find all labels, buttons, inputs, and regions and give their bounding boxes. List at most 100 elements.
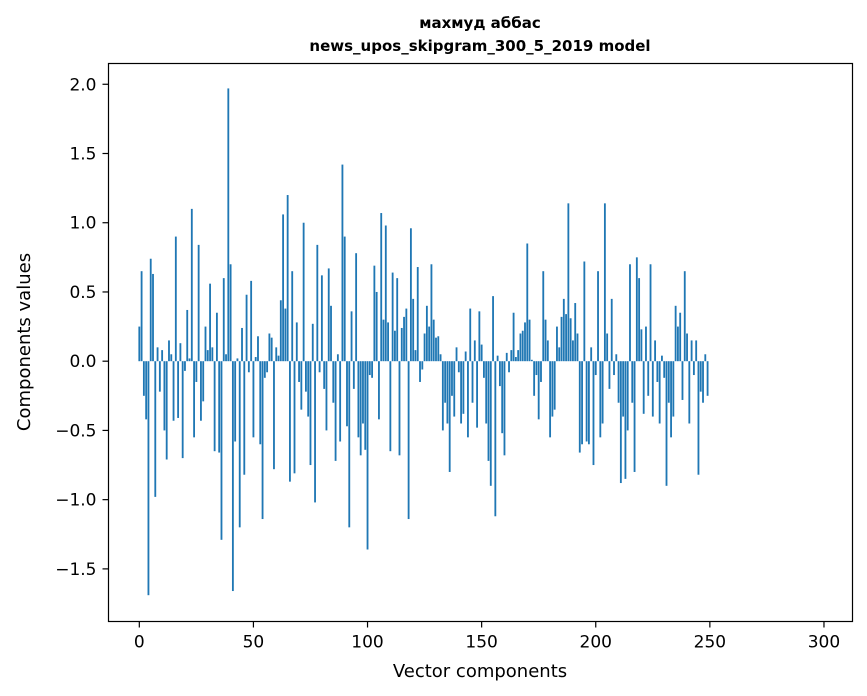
bar-245 (697, 361, 700, 475)
bar-42 (234, 361, 237, 442)
bar-212 (622, 361, 625, 417)
bar-204 (603, 203, 606, 362)
bar-28 (202, 361, 205, 402)
chart-title-line-2: news_upos_skipgram_300_5_2019 model (309, 37, 650, 55)
y-tick-label-6: 1.5 (69, 145, 96, 165)
bar-51 (254, 357, 257, 362)
bar-101 (368, 361, 371, 376)
bar-247 (702, 361, 704, 403)
bar-115 (400, 327, 403, 362)
bar-241 (688, 361, 691, 424)
bar-87 (336, 354, 339, 362)
bar-25 (195, 361, 198, 382)
bar-172 (530, 359, 533, 362)
bar-203 (601, 361, 604, 424)
bar-187 (565, 314, 567, 362)
bar-59 (273, 361, 275, 470)
bar-206 (608, 361, 611, 389)
bar-238 (681, 361, 684, 400)
bar-224 (649, 264, 652, 362)
bar-157 (496, 355, 499, 362)
bar-130 (435, 337, 437, 362)
bar-176 (540, 361, 542, 382)
bar-232 (667, 361, 670, 403)
bar-136 (448, 361, 451, 472)
bar-104 (375, 291, 378, 362)
bar-98 (362, 361, 364, 424)
bar-228 (658, 361, 661, 424)
bar-29 (204, 326, 207, 362)
bar-160 (503, 361, 506, 456)
bar-15 (172, 361, 175, 421)
bar-227 (656, 361, 659, 382)
bar-53 (259, 361, 262, 445)
bar-58 (270, 337, 273, 362)
bar-43 (236, 358, 239, 362)
bar-45 (241, 327, 243, 362)
bar-41 (231, 361, 234, 592)
bar-47 (245, 294, 248, 362)
bar-22 (188, 358, 191, 362)
bar-218 (635, 257, 638, 362)
bar-171 (528, 319, 531, 362)
bar-112 (394, 330, 396, 362)
bar-234 (672, 361, 675, 417)
y-tick-label-0: −1.5 (55, 560, 96, 580)
bar-201 (597, 271, 599, 362)
bar-73 (305, 361, 307, 392)
bar-215 (629, 264, 631, 362)
bar-214 (626, 361, 629, 431)
bar-109 (387, 322, 389, 362)
bar-220 (640, 329, 643, 362)
bar-50 (252, 361, 255, 438)
bar-152 (485, 361, 488, 424)
bar-116 (403, 316, 405, 362)
bar-237 (679, 312, 682, 362)
bar-121 (414, 350, 417, 362)
bar-205 (606, 333, 609, 362)
bar-229 (661, 355, 663, 362)
bar-92 (348, 361, 351, 528)
bar-239 (683, 271, 686, 362)
bar-119 (409, 228, 412, 362)
bar-80 (320, 275, 323, 362)
plot-frame (107, 62, 854, 623)
bar-44 (238, 361, 241, 528)
bar-64 (284, 308, 287, 362)
bar-129 (432, 319, 435, 362)
bar-197 (587, 361, 590, 445)
bar-10 (161, 350, 164, 362)
bar-24 (193, 361, 195, 438)
bar-242 (690, 340, 693, 362)
bar-66 (289, 361, 291, 482)
bar-90 (343, 236, 346, 362)
bar-158 (498, 361, 501, 387)
bar-183 (556, 326, 558, 362)
bar-82 (325, 361, 328, 431)
bar-128 (430, 264, 433, 362)
bar-169 (524, 322, 526, 362)
x-tick-label-4: 200 (580, 633, 612, 653)
bars-group (138, 88, 709, 596)
bar-126 (425, 305, 428, 362)
x-tick-label-1: 50 (243, 633, 265, 653)
x-axis-label: Vector components (393, 661, 567, 682)
bar-102 (371, 361, 374, 378)
bar-168 (521, 330, 524, 362)
bar-0 (138, 326, 141, 362)
bar-89 (341, 164, 344, 362)
bar-32 (211, 347, 214, 362)
bar-37 (222, 278, 225, 362)
bar-178 (544, 319, 547, 362)
bar-120 (412, 298, 415, 362)
bar-175 (537, 361, 540, 420)
bar-139 (455, 347, 458, 362)
bar-188 (567, 203, 570, 362)
bar-86 (334, 361, 337, 461)
bar-19 (181, 361, 184, 459)
bar-61 (277, 355, 280, 362)
bar-110 (389, 361, 392, 452)
bar-156 (494, 361, 497, 517)
bar-185 (560, 316, 563, 362)
bar-143 (464, 351, 467, 362)
